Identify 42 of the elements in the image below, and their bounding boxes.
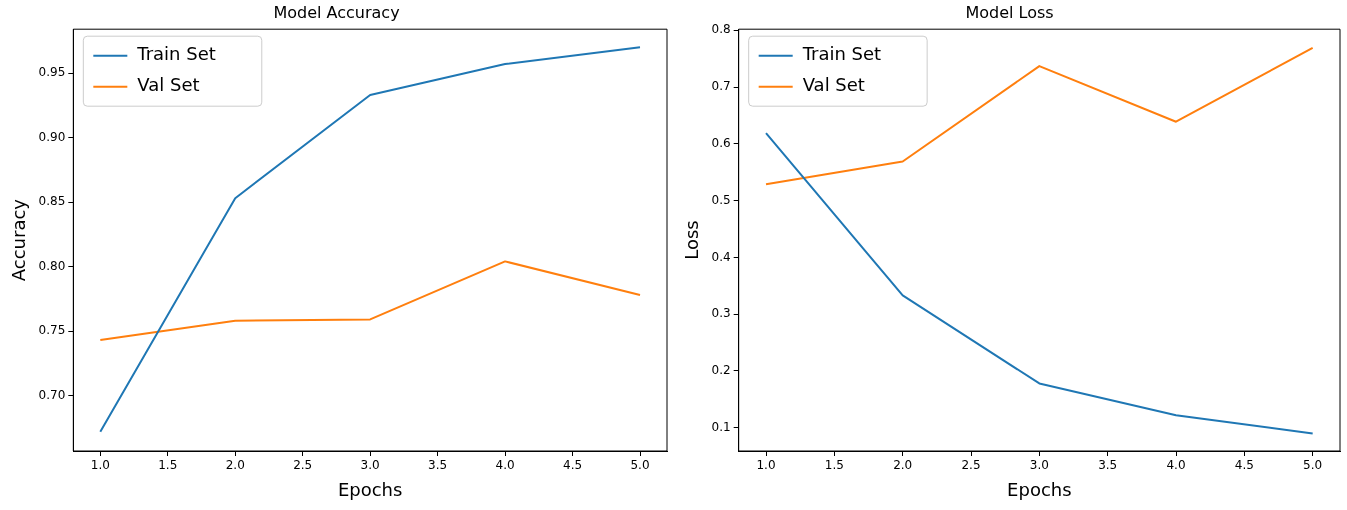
y-tick-label: 0.2 (711, 363, 731, 378)
legend-label: Train Set (801, 43, 882, 65)
chart-title: Model Accuracy (273, 2, 400, 22)
chart-title: Model Loss (965, 2, 1054, 22)
y-tick-label: 0.85 (38, 194, 66, 209)
x-axis-title: Epochs (1007, 478, 1072, 500)
x-tick-label: 2.5 (293, 458, 313, 473)
y-tick-label: 0.6 (711, 136, 731, 150)
y-axis-title: Accuracy (8, 198, 30, 282)
x-tick-label: 4.0 (1166, 458, 1186, 473)
x-tick-label: 2.0 (225, 458, 245, 473)
x-axis-title: Epochs (337, 478, 403, 500)
y-tick-label: 0.70 (38, 387, 66, 402)
x-tick-label: 3.0 (1029, 458, 1049, 473)
x-tick-label: 4.5 (563, 458, 583, 473)
x-tick-label: 4.5 (1234, 458, 1254, 473)
y-tick-label: 0.1 (711, 419, 731, 434)
y-tick-label: 0.3 (711, 306, 731, 321)
y-tick-label: 0.5 (711, 192, 731, 207)
legend-label: Val Set (137, 74, 200, 96)
x-tick-label: 1.0 (90, 458, 110, 473)
legend-label: Val Set (802, 74, 865, 96)
y-tick-label: 0.95 (38, 65, 66, 80)
y-tick-label: 0.4 (711, 249, 731, 264)
x-tick-label: 3.0 (360, 458, 380, 473)
x-tick-label: 1.0 (756, 458, 776, 473)
x-tick-label: 2.0 (893, 458, 913, 473)
x-tick-label: 4.0 (495, 458, 515, 473)
x-tick-label: 3.5 (428, 458, 448, 473)
x-tick-label: 1.5 (158, 458, 178, 473)
y-tick-label: 0.75 (38, 323, 66, 338)
x-tick-label: 2.5 (961, 458, 981, 473)
x-tick-label: 3.5 (1098, 458, 1118, 473)
y-tick-label: 0.90 (38, 129, 66, 144)
x-tick-label: 5.0 (630, 458, 650, 473)
legend-label: Train Set (136, 43, 216, 65)
y-tick-label: 0.80 (38, 258, 66, 273)
y-tick-label: 0.7 (711, 79, 731, 94)
y-tick-label: 0.8 (711, 22, 731, 37)
x-tick-label: 1.5 (824, 458, 844, 473)
x-tick-label: 5.0 (1303, 458, 1323, 473)
y-axis-title: Loss (681, 220, 703, 260)
